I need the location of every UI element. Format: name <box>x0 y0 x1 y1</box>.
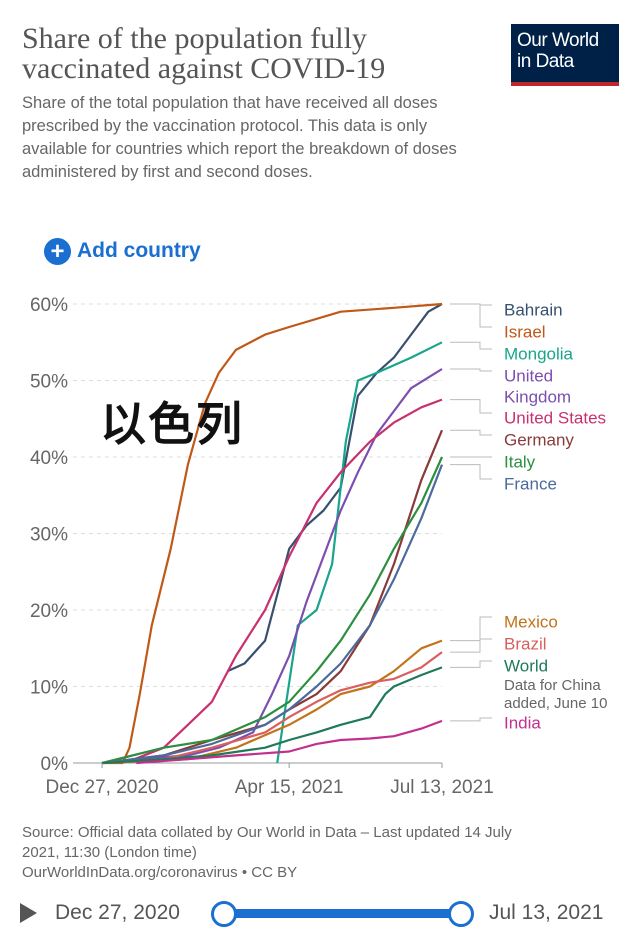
y-tick-label: 60% <box>30 295 68 316</box>
timeline-start-label: Dec 27, 2020 <box>55 901 180 924</box>
legend-connector <box>450 660 492 668</box>
legend-label[interactable]: United <box>504 366 553 385</box>
legend-connector <box>450 717 492 722</box>
grid: 0% 10% 20% 30% 40% 50% 60% <box>30 295 442 775</box>
logo-line-2: in Data <box>517 51 574 72</box>
logo-line-1: Our World <box>517 30 599 51</box>
x-axis: Dec 27, 2020 Apr 15, 2021 Jul 13, 2021 <box>45 763 494 798</box>
legend-connector <box>450 464 492 480</box>
legend-label[interactable]: Brazil <box>504 634 547 653</box>
chart-subtitle: Share of the total population that have … <box>22 94 457 181</box>
plus-icon: + <box>44 237 71 265</box>
x-tick-label: Jul 13, 2021 <box>390 777 494 798</box>
y-tick-label: 0% <box>41 754 69 775</box>
legend-label[interactable]: France <box>504 474 557 493</box>
y-tick-label: 50% <box>30 372 68 393</box>
legend-label[interactable]: Kingdom <box>504 387 571 406</box>
y-tick-label: 30% <box>30 525 68 546</box>
legend-label[interactable]: Data for China <box>504 677 601 694</box>
legend-label[interactable]: Mongolia <box>504 344 574 363</box>
timeline-start-handle[interactable] <box>211 901 237 927</box>
source-note: Source: Official data collated by Our Wo… <box>22 823 622 883</box>
series-lines <box>101 302 444 765</box>
series-line-india[interactable] <box>136 719 443 765</box>
legend-connector <box>450 303 492 328</box>
play-icon[interactable] <box>20 903 37 923</box>
timeline-end-handle[interactable] <box>448 901 474 927</box>
series-line-bahrain[interactable] <box>226 303 443 673</box>
source-line-1: Source: Official data collated by Our Wo… <box>22 824 512 841</box>
legend-label[interactable]: Israel <box>504 322 546 341</box>
series-line-world[interactable] <box>101 666 443 765</box>
owid-logo[interactable]: Our World in Data <box>511 24 619 86</box>
legend-label[interactable]: added, June 10 <box>504 695 607 712</box>
legend-connector <box>450 638 492 653</box>
source-line-3: OurWorldInData.org/coronavirus • CC BY <box>22 864 298 881</box>
series-line-france[interactable] <box>101 464 444 765</box>
series-line-italy[interactable] <box>101 456 444 765</box>
add-country-label: Add country <box>77 239 201 262</box>
series-line-united-kingdom[interactable] <box>101 368 443 765</box>
overlay-annotation: 以色列 <box>100 397 244 451</box>
x-tick-label: Apr 15, 2021 <box>235 777 344 798</box>
legend-label[interactable]: World <box>504 656 548 675</box>
chart-title: Share of the population fully vaccinated… <box>22 22 386 85</box>
series-line-brazil[interactable] <box>101 651 443 765</box>
legend-label[interactable]: Italy <box>504 452 536 471</box>
legend-label[interactable]: Mexico <box>504 612 558 631</box>
y-tick-label: 10% <box>30 678 68 699</box>
timeline-track[interactable] <box>226 909 462 918</box>
legend-connector <box>450 341 492 350</box>
legend-connector <box>450 399 492 414</box>
legend-label[interactable]: India <box>504 713 541 732</box>
x-tick-label: Dec 27, 2020 <box>45 777 158 798</box>
y-tick-label: 40% <box>30 448 68 469</box>
legend-label[interactable]: Bahrain <box>504 300 563 319</box>
timeline: Dec 27, 2020 Jul 13, 2021 <box>0 893 640 933</box>
timeline-end-label: Jul 13, 2021 <box>489 901 604 924</box>
legend-connector <box>450 429 492 436</box>
add-country-button[interactable]: + Add country <box>44 236 201 266</box>
legend-label[interactable]: United States <box>504 408 606 427</box>
legend: Bahrain Israel Mongolia United Kingdom United… <box>450 300 607 732</box>
series-line-united-states[interactable] <box>101 398 443 765</box>
legend-connector <box>450 368 492 372</box>
y-tick-label: 20% <box>30 601 68 622</box>
legend-label[interactable]: Germany <box>504 430 574 449</box>
series-line-germany[interactable] <box>101 429 444 765</box>
series-line-mongolia[interactable] <box>276 341 443 764</box>
line-chart: 0% 10% 20% 30% 40% 50% 60% Bahrain Israel Mongol… <box>30 295 607 798</box>
series-line-israel[interactable] <box>102 302 443 765</box>
source-line-2: 2021, 11:30 (London time) <box>22 844 197 861</box>
legend-connector <box>450 616 492 642</box>
series-line-mexico[interactable] <box>101 639 443 765</box>
